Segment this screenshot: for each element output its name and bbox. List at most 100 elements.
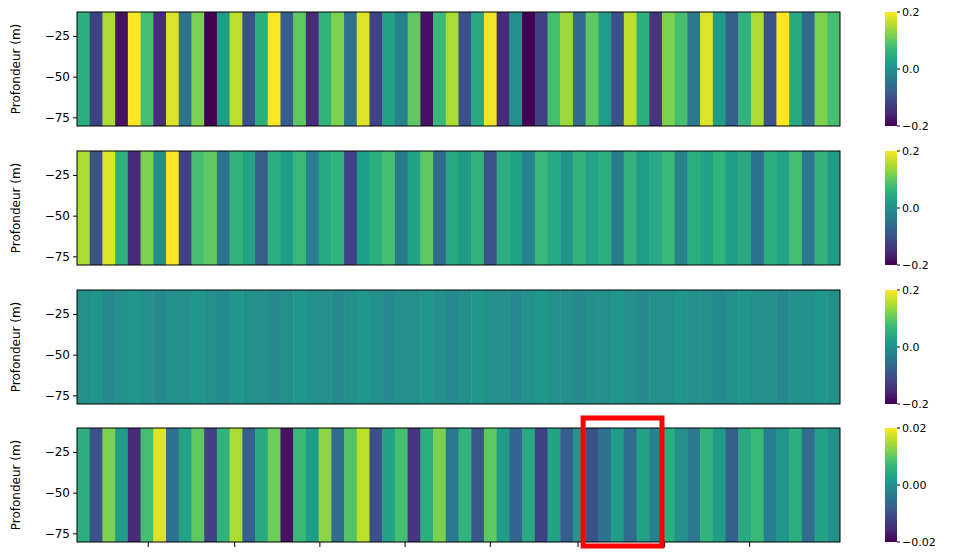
cell: [573, 12, 586, 126]
cell: [344, 151, 357, 265]
cell: [687, 428, 700, 542]
cell: [90, 428, 103, 542]
cell: [687, 151, 700, 265]
panel: −25−50−75Profondeur (m)0.20.0−0.2: [9, 284, 929, 411]
cell: [408, 12, 421, 126]
colorbar-tick-label: 0.00: [902, 479, 927, 492]
cell: [179, 12, 192, 126]
cell: [102, 151, 115, 265]
cell: [751, 290, 764, 404]
cell: [738, 290, 751, 404]
cell: [535, 12, 548, 126]
colorbar-tick-label: −0.2: [902, 398, 929, 411]
cell: [344, 290, 357, 404]
cell: [649, 290, 662, 404]
cell: [484, 290, 497, 404]
cell: [242, 151, 255, 265]
cell: [726, 290, 739, 404]
cell: [776, 428, 789, 542]
cell: [700, 151, 713, 265]
y-tick-label: −50: [45, 348, 70, 362]
cell: [509, 151, 522, 265]
cell: [459, 290, 472, 404]
x-tick: [405, 542, 406, 547]
cell: [230, 428, 243, 542]
cell: [217, 428, 230, 542]
x-tick: [234, 542, 235, 547]
cell: [77, 12, 90, 126]
cell: [268, 12, 281, 126]
cells: [77, 151, 840, 265]
cell: [280, 428, 293, 542]
colorbar-tick: [897, 126, 900, 127]
y-axis-title: Profondeur (m): [9, 440, 23, 531]
cell: [77, 428, 90, 542]
y-axis-title: Profondeur (m): [9, 163, 23, 254]
cell: [357, 428, 370, 542]
frame: [77, 151, 840, 265]
y-tick-label: −75: [45, 111, 70, 125]
cell: [662, 12, 675, 126]
colorbar-tick-label: −0.02: [902, 536, 936, 549]
y-tick-label: −50: [45, 70, 70, 84]
colorbar-tick-label: 0.2: [902, 284, 920, 297]
cell: [611, 151, 624, 265]
colorbar-tick: [897, 151, 900, 152]
cell: [586, 12, 599, 126]
cell: [128, 290, 141, 404]
y-tick: [73, 117, 77, 118]
colorbar-tick: [897, 542, 900, 543]
cell: [102, 290, 115, 404]
cell: [408, 290, 421, 404]
cell: [738, 12, 751, 126]
colorbar: [885, 428, 897, 542]
cell: [459, 12, 472, 126]
cell: [446, 151, 459, 265]
cell: [382, 12, 395, 126]
cell: [331, 151, 344, 265]
cell: [204, 428, 217, 542]
cell: [141, 428, 154, 542]
cell: [815, 151, 828, 265]
cell: [255, 290, 268, 404]
cell: [77, 151, 90, 265]
cell: [128, 151, 141, 265]
cell: [789, 151, 802, 265]
cell: [827, 428, 840, 542]
cell: [242, 290, 255, 404]
cell: [191, 12, 204, 126]
cell: [420, 428, 433, 542]
highlight-rect: [583, 418, 662, 546]
cell: [598, 290, 611, 404]
cell: [751, 428, 764, 542]
colorbar-tick: [897, 428, 900, 429]
cell: [153, 151, 166, 265]
colorbar-tick-label: 0.02: [902, 422, 927, 435]
cell: [153, 12, 166, 126]
cell: [471, 428, 484, 542]
cell: [293, 12, 306, 126]
cell: [726, 151, 739, 265]
cell: [459, 428, 472, 542]
cell: [420, 12, 433, 126]
cell: [217, 290, 230, 404]
cell: [713, 290, 726, 404]
cell: [471, 12, 484, 126]
cell: [102, 12, 115, 126]
cell: [497, 12, 510, 126]
cell: [815, 12, 828, 126]
cell: [268, 428, 281, 542]
cell: [624, 428, 637, 542]
cell: [484, 151, 497, 265]
cell: [522, 290, 535, 404]
y-tick: [73, 395, 77, 396]
cell: [776, 290, 789, 404]
cell: [280, 290, 293, 404]
cell: [624, 151, 637, 265]
cell: [776, 151, 789, 265]
cell: [395, 151, 408, 265]
cell: [280, 12, 293, 126]
cell: [548, 151, 561, 265]
cell: [700, 290, 713, 404]
colorbar-tick-label: −0.2: [902, 259, 929, 272]
